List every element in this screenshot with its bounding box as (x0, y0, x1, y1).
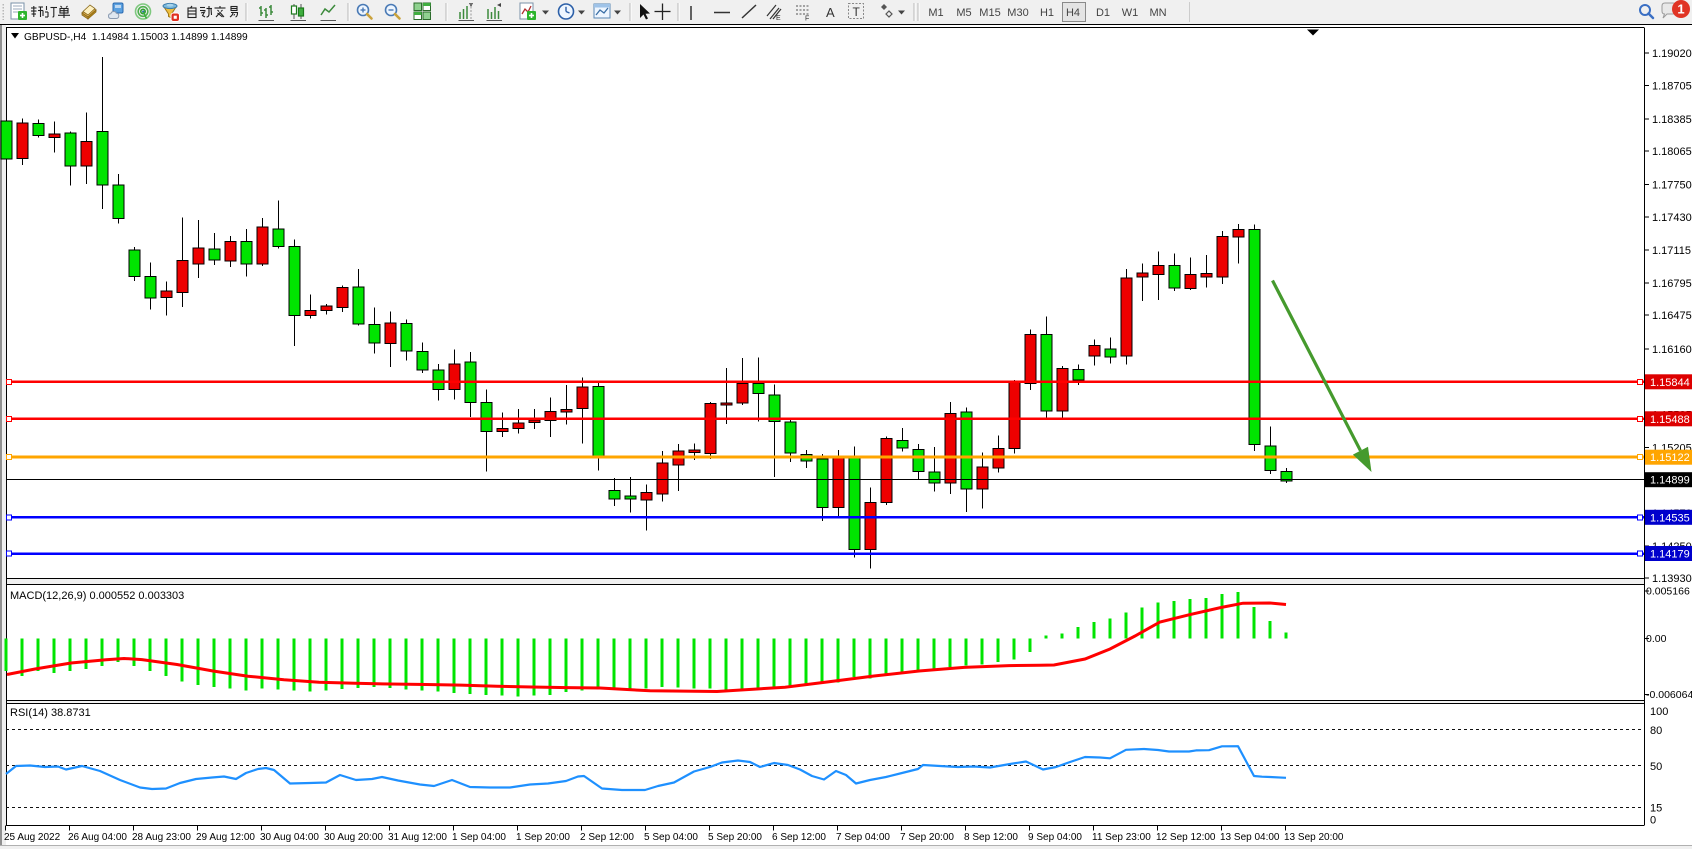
svg-text:M5: M5 (956, 7, 971, 19)
svg-text:29 Aug 12:00: 29 Aug 12:00 (196, 832, 255, 843)
svg-text:80: 80 (1650, 725, 1662, 737)
svg-text:0.005166: 0.005166 (1646, 586, 1690, 598)
svg-text:1.18705: 1.18705 (1652, 81, 1692, 93)
svg-text:7 Sep 04:00: 7 Sep 04:00 (836, 832, 890, 843)
svg-text:1.17115: 1.17115 (1652, 245, 1691, 257)
svg-text:1.15122: 1.15122 (1650, 452, 1690, 464)
svg-text:H1: H1 (1040, 7, 1054, 19)
svg-text:W1: W1 (1122, 7, 1139, 19)
svg-text:5 Sep 20:00: 5 Sep 20:00 (708, 832, 762, 843)
svg-text:6 Sep 12:00: 6 Sep 12:00 (772, 832, 826, 843)
svg-text:MACD(12,26,9) 0.000552 0.00330: MACD(12,26,9) 0.000552 0.003303 (10, 590, 184, 602)
svg-text:1.16475: 1.16475 (1652, 310, 1692, 322)
svg-text:F: F (805, 16, 809, 23)
svg-text:H4: H4 (1066, 7, 1080, 19)
svg-text:RSI(14) 38.8731: RSI(14) 38.8731 (10, 707, 91, 719)
svg-text:1.14899: 1.14899 (1650, 475, 1690, 487)
svg-text:1.16160: 1.16160 (1652, 344, 1692, 356)
svg-text:30 Aug 04:00: 30 Aug 04:00 (260, 832, 319, 843)
svg-text:15: 15 (1650, 803, 1662, 815)
svg-text:-0.006064: -0.006064 (1646, 689, 1692, 701)
svg-text:7 Sep 20:00: 7 Sep 20:00 (900, 832, 954, 843)
svg-text:8 Sep 12:00: 8 Sep 12:00 (964, 832, 1018, 843)
svg-text:1.14535: 1.14535 (1650, 512, 1690, 524)
svg-text:1 Sep 20:00: 1 Sep 20:00 (516, 832, 570, 843)
svg-text:1.16795: 1.16795 (1652, 278, 1692, 290)
svg-text:1.14179: 1.14179 (1650, 549, 1690, 561)
svg-text:D1: D1 (1096, 7, 1110, 19)
svg-text:T: T (853, 5, 861, 19)
svg-text:100: 100 (1650, 706, 1668, 718)
svg-text:1.17750: 1.17750 (1652, 179, 1692, 191)
svg-text:GBPUSD-,H4 1.14984 1.15003 1.: GBPUSD-,H4 1.14984 1.15003 1.14899 1.148… (24, 32, 248, 43)
svg-text:26 Aug 04:00: 26 Aug 04:00 (68, 832, 127, 843)
svg-text:13 Sep 04:00: 13 Sep 04:00 (1220, 832, 1280, 843)
svg-text:M1: M1 (928, 7, 943, 19)
svg-text:1.18065: 1.18065 (1652, 146, 1692, 158)
svg-text:31 Aug 12:00: 31 Aug 12:00 (388, 832, 447, 843)
svg-text:1.15844: 1.15844 (1650, 377, 1690, 389)
svg-text:9 Sep 04:00: 9 Sep 04:00 (1028, 832, 1082, 843)
svg-text:12 Sep 12:00: 12 Sep 12:00 (1156, 832, 1216, 843)
svg-text:1.17430: 1.17430 (1652, 212, 1692, 224)
svg-text:E: E (776, 15, 781, 22)
svg-text:1.15488: 1.15488 (1650, 414, 1690, 426)
svg-text:50: 50 (1650, 761, 1662, 773)
svg-text:A: A (826, 5, 835, 20)
svg-text:M15: M15 (979, 7, 1000, 19)
svg-text:1.19020: 1.19020 (1652, 48, 1692, 60)
svg-text:1: 1 (1677, 2, 1684, 17)
svg-text:11 Sep 23:00: 11 Sep 23:00 (1092, 832, 1151, 843)
svg-text:1.18385: 1.18385 (1652, 114, 1692, 126)
svg-text:M30: M30 (1007, 7, 1028, 19)
svg-text:30 Aug 20:00: 30 Aug 20:00 (324, 832, 383, 843)
svg-text:25 Aug 2022: 25 Aug 2022 (4, 832, 61, 843)
svg-text:2 Sep 12:00: 2 Sep 12:00 (580, 832, 634, 843)
svg-text:MN: MN (1149, 7, 1166, 19)
svg-text:13 Sep 20:00: 13 Sep 20:00 (1284, 832, 1344, 843)
svg-text:28 Aug 23:00: 28 Aug 23:00 (132, 832, 191, 843)
svg-text:1 Sep 04:00: 1 Sep 04:00 (452, 832, 506, 843)
svg-text:0.00: 0.00 (1646, 633, 1667, 645)
svg-text:0: 0 (1650, 814, 1656, 826)
svg-text:5 Sep 04:00: 5 Sep 04:00 (644, 832, 698, 843)
svg-text:1.13930: 1.13930 (1652, 573, 1692, 585)
